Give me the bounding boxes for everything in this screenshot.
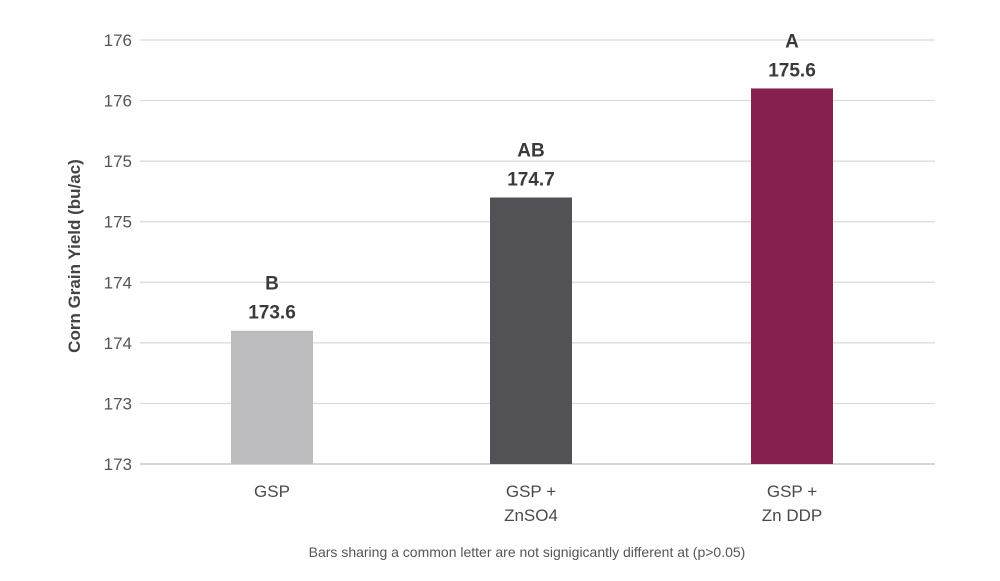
bar (490, 197, 572, 464)
y-tick-label: 176 (104, 31, 132, 50)
y-axis-title: Corn Grain Yield (bu/ac) (65, 159, 84, 353)
x-axis-categories: GSP GSP + ZnSO4 GSP + Zn DDP (254, 482, 822, 525)
y-tick-label: 174 (104, 273, 132, 292)
footnote: Bars sharing a common letter are not sig… (309, 544, 746, 560)
y-tick-label: 173 (104, 394, 132, 413)
significance-letter: A (785, 31, 799, 52)
significance-letter: AB (517, 140, 544, 161)
bar-value-label: 174.7 (507, 169, 555, 190)
x-category-label: ZnSO4 (504, 506, 558, 525)
bar (751, 88, 833, 464)
x-category-label: GSP + (767, 482, 817, 501)
significance-letter: B (265, 274, 279, 295)
bar-value-label: 173.6 (248, 303, 296, 324)
bar (231, 330, 313, 464)
y-tick-label: 175 (104, 213, 132, 232)
x-category-label: Zn DDP (762, 506, 822, 525)
y-tick-label: 175 (104, 152, 132, 171)
bar-labels: 173.6 B 174.7 AB 175.6 A (248, 31, 816, 323)
x-category-label: GSP (254, 482, 290, 501)
y-tick-label: 173 (104, 455, 132, 474)
bar-value-label: 175.6 (768, 60, 816, 81)
bars (231, 88, 833, 464)
y-tick-label: 174 (104, 334, 132, 353)
x-category-label: GSP + (506, 482, 556, 501)
y-tick-label: 176 (104, 92, 132, 111)
y-axis-ticks: 173 173 174 174 175 175 176 176 (104, 31, 132, 474)
